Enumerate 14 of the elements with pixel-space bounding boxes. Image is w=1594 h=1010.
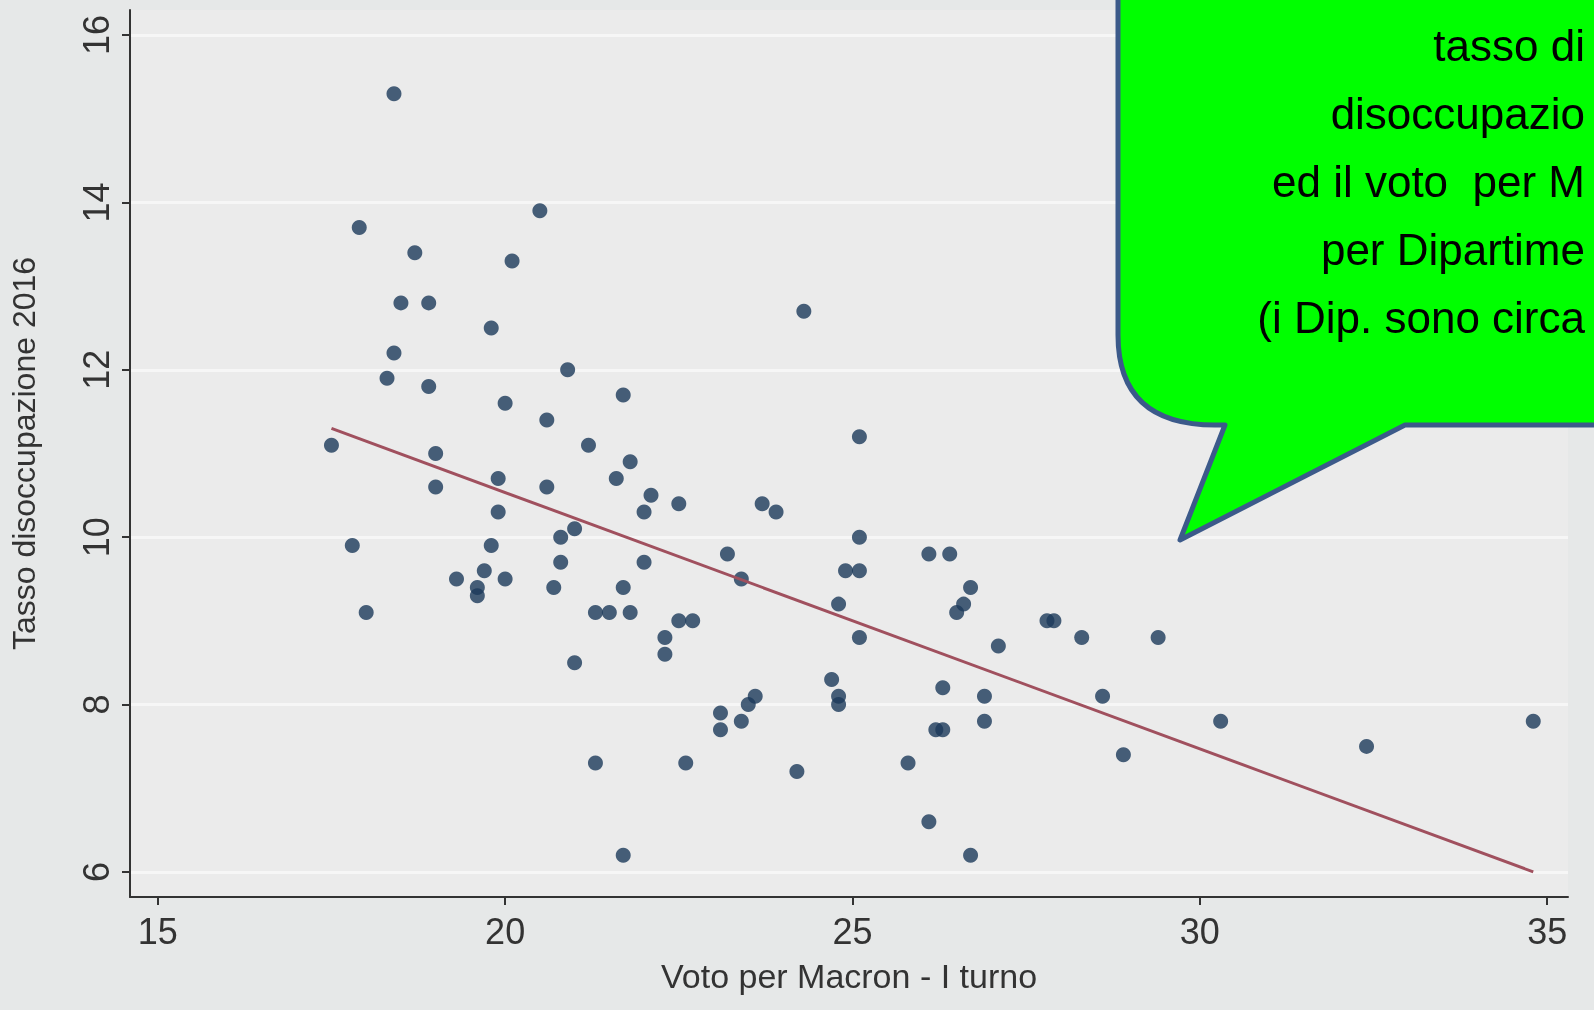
y-tick-label: 10 bbox=[75, 517, 117, 558]
x-axis-title: Voto per Macron - I turno bbox=[660, 957, 1038, 995]
x-tick-label: 15 bbox=[137, 910, 178, 952]
x-tick-label: 30 bbox=[1179, 910, 1220, 952]
y-tick-label: 6 bbox=[75, 861, 117, 882]
y-tick-label: 8 bbox=[75, 694, 117, 715]
x-tick-label: 20 bbox=[485, 910, 526, 952]
y-tick-label: 16 bbox=[75, 15, 117, 56]
y-tick-label: 12 bbox=[75, 349, 117, 390]
y-axis-title: Tasso disoccupazione 2016 bbox=[6, 256, 42, 651]
y-tick-label: 14 bbox=[75, 182, 117, 223]
annotation: tasso di disoccupazio ed il voto per M per Dipartime (i Dip. sono circa bbox=[1256, 20, 1585, 344]
x-tick-label: 25 bbox=[832, 910, 873, 952]
x-tick-label: 35 bbox=[1527, 910, 1568, 952]
